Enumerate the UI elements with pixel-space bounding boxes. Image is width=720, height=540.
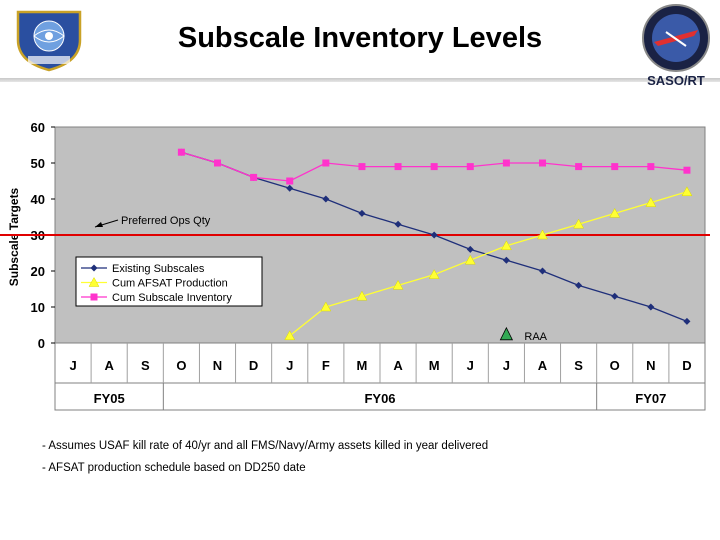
x-tick-label: D — [249, 358, 258, 373]
x-tick-label: J — [467, 358, 474, 373]
series-1-point — [392, 279, 404, 290]
series-2-point — [575, 163, 583, 171]
series-0-point — [394, 220, 402, 228]
x-tick-label: O — [176, 358, 186, 373]
legend-box — [75, 256, 263, 307]
legend-label-1: Cum AFSAT Production — [112, 278, 228, 290]
note-production-schedule: - AFSAT production schedule based on DD2… — [42, 462, 306, 474]
series-2-point — [214, 159, 221, 167]
series-1-point — [428, 269, 440, 279]
x-tick-label: J — [69, 358, 76, 373]
series-2-point — [286, 177, 294, 185]
x-tick-label: J — [503, 358, 510, 373]
series-1-point — [681, 186, 693, 197]
fiscal-year-label: FY05 — [94, 391, 125, 406]
series-2-point — [430, 163, 438, 171]
legend-marker-0 — [90, 264, 98, 272]
series-2-point — [502, 159, 510, 167]
x-tick-label: M — [429, 358, 440, 373]
usaf-command-shield-logo — [16, 10, 82, 72]
series-2-point — [250, 173, 258, 181]
note-kill-rate: - Assumes USAF kill rate of 40/yr and al… — [42, 440, 489, 452]
x-tick-label: A — [393, 358, 403, 373]
y-tick-label: 60 — [31, 120, 45, 135]
series-1-point — [284, 330, 296, 341]
raa-marker — [499, 326, 514, 341]
y-tick-label: 0 — [38, 336, 45, 351]
raa-label: RAA — [524, 331, 547, 343]
legend-marker-2 — [90, 293, 98, 301]
series-2-point — [358, 163, 366, 171]
series-1-point — [356, 290, 368, 301]
x-tick-label: D — [682, 358, 691, 373]
preferred-ops-qty-label: Preferred Ops Qty — [121, 215, 211, 227]
series-1-point — [464, 254, 476, 265]
saso-rt-emblem-logo: SASO/RT — [642, 4, 710, 88]
series-0-point — [322, 195, 330, 203]
series-1-point — [645, 197, 657, 207]
series-0-point — [647, 303, 655, 311]
x-tick-label: M — [357, 358, 368, 373]
series-0-point — [611, 292, 619, 300]
y-tick-label: 50 — [31, 156, 45, 171]
x-tick-label: F — [322, 358, 330, 373]
x-tick-label: A — [104, 358, 114, 373]
series-2-point — [466, 163, 474, 171]
x-tick-label: S — [141, 358, 150, 373]
series-2-point — [394, 163, 402, 171]
saso-rt-text: SASO/RT — [647, 73, 705, 88]
series-2-point — [322, 159, 330, 167]
series-2-point — [611, 163, 619, 171]
series-0-point — [539, 267, 546, 275]
series-2-point — [647, 163, 655, 171]
x-tick-label: N — [213, 358, 222, 373]
fiscal-year-label: FY07 — [635, 391, 666, 406]
series-0-point — [286, 184, 294, 192]
series-0-point — [683, 317, 691, 325]
series-1-point — [573, 218, 585, 229]
legend-label-2: Cum Subscale Inventory — [112, 292, 232, 304]
series-1-point — [500, 240, 512, 251]
series-0-point — [502, 256, 510, 264]
y-tick-label: 40 — [31, 192, 45, 207]
series-1-point — [537, 229, 548, 240]
series-0-point — [466, 245, 474, 253]
series-1-point — [609, 207, 621, 218]
legend-label-0: Existing Subscales — [112, 263, 205, 275]
series-0-point — [358, 209, 366, 217]
x-tick-label: N — [646, 358, 655, 373]
x-tick-label: O — [610, 358, 620, 373]
series-2-point — [683, 166, 691, 174]
page-title: Subscale Inventory Levels — [177, 22, 543, 54]
legend-marker-1 — [88, 276, 100, 287]
series-0-point — [575, 281, 583, 289]
x-tick-label: J — [286, 358, 293, 373]
series-1-point — [320, 301, 332, 312]
y-tick-label: 10 — [31, 300, 45, 315]
series-0-point — [430, 231, 438, 239]
series-line-1 — [289, 191, 688, 337]
series-2-point — [177, 148, 185, 156]
x-tick-label: A — [538, 358, 548, 373]
series-2-point — [539, 159, 546, 167]
fiscal-year-label: FY06 — [364, 391, 395, 406]
y-tick-label: 20 — [31, 264, 45, 279]
header-divider — [0, 78, 720, 82]
preferred-ops-qty-arrowhead — [95, 222, 103, 227]
x-tick-label: S — [574, 358, 583, 373]
